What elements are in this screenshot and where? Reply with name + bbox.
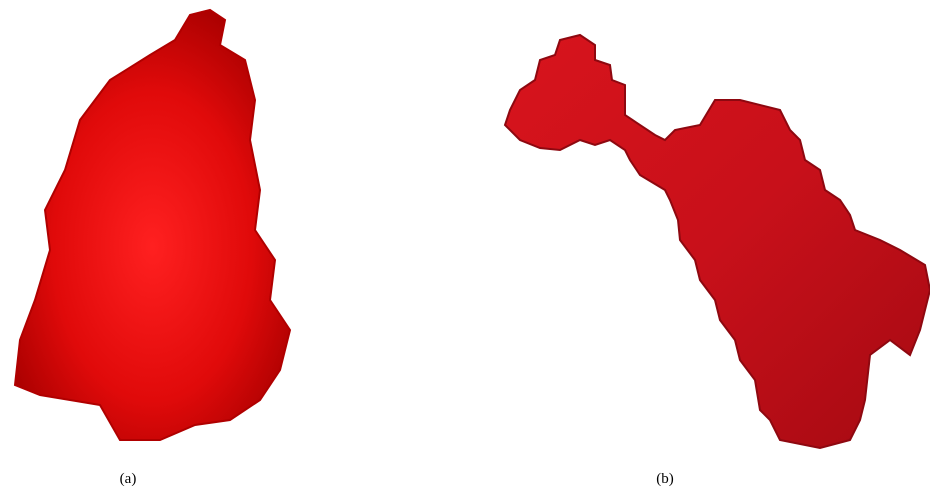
figure: (a) (b) <box>0 0 930 495</box>
render-a <box>15 10 290 440</box>
render-b <box>505 35 930 448</box>
caption: (a) <box>120 471 137 487</box>
page: {"figure": {"panels": [{"caption": "(a)"… <box>0 0 930 495</box>
caption: (b) <box>656 471 674 487</box>
